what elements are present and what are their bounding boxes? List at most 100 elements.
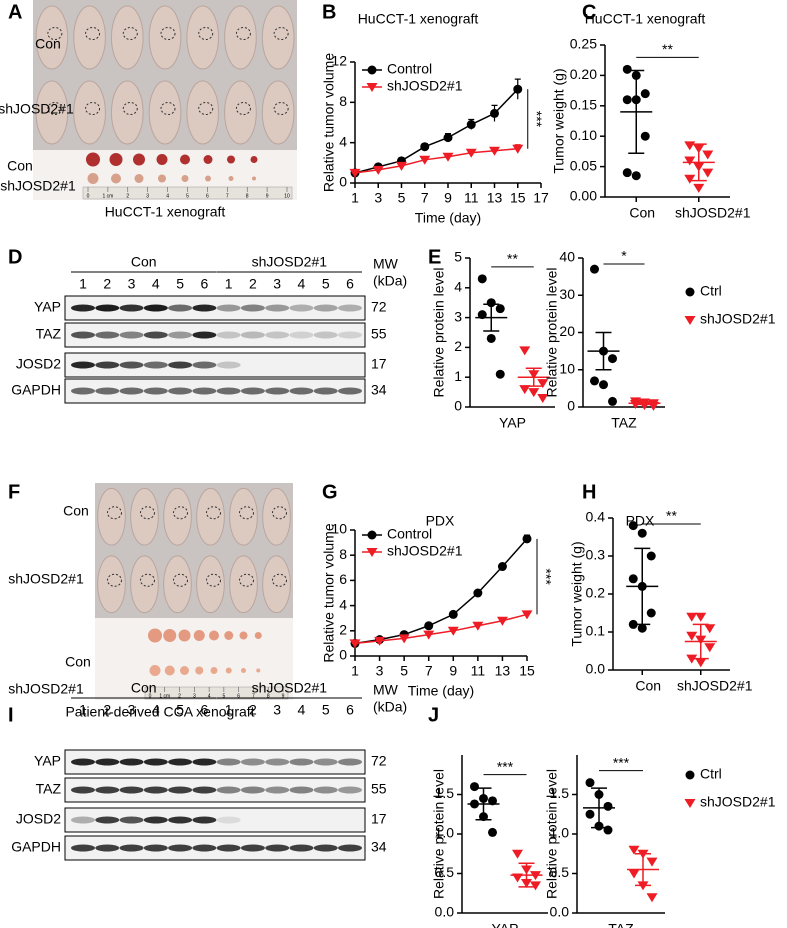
mouse — [35, 5, 69, 70]
row-label: shJOSD2#1 — [8, 681, 84, 697]
data-point — [704, 643, 716, 653]
y-tick-label: 2 — [454, 338, 462, 354]
ruler-label: 2 — [126, 193, 129, 199]
blot-band — [192, 304, 217, 312]
ruler-label: 6 — [237, 693, 240, 699]
data-point — [646, 893, 658, 903]
mouse — [224, 5, 257, 70]
lane-label: 2 — [103, 276, 111, 292]
blot-band — [289, 844, 314, 852]
y-tick-label: 0.1 — [586, 623, 606, 639]
data-point — [420, 142, 430, 152]
y-axis-label: Relative tumor volume — [321, 523, 337, 662]
row-label: TAZ — [36, 781, 62, 797]
mouse — [262, 487, 291, 546]
x-tick-label: 3 — [374, 190, 382, 206]
y-tick-label: 0 — [339, 647, 347, 663]
data-point — [495, 304, 505, 314]
lane-label: 3 — [273, 276, 281, 292]
tumor — [180, 666, 189, 675]
data-point — [646, 551, 656, 561]
mouse — [35, 80, 69, 145]
y-tick-label: 0 — [339, 174, 347, 190]
y-tick-label: 0.00 — [570, 188, 597, 204]
legend-marker — [685, 287, 695, 297]
mouse — [163, 555, 192, 614]
mw-label: 72 — [371, 299, 387, 315]
mw-label: 34 — [371, 382, 387, 398]
tumor-outline — [206, 506, 221, 520]
y-tick-label: 1.5 — [435, 785, 455, 801]
ruler-label: 7 — [226, 193, 229, 199]
tumor — [158, 174, 166, 183]
tumor — [254, 632, 262, 639]
blot-band — [192, 786, 217, 794]
blot-band — [313, 304, 338, 312]
x-axis-label: YAP — [499, 415, 526, 431]
data-point — [603, 825, 613, 835]
y-tick-label: 1.0 — [550, 825, 570, 841]
x-tick-label: 11 — [471, 663, 486, 679]
blot-band — [313, 844, 338, 852]
blot-band — [119, 844, 144, 852]
data-point — [599, 380, 608, 390]
x-tick-label: 1 — [351, 663, 359, 679]
data-point — [637, 623, 647, 633]
tumor-outline — [198, 27, 214, 40]
lane-label: 2 — [103, 702, 111, 718]
row-label: shJOSD2#1 — [0, 101, 74, 117]
y-tick-label: 2 — [339, 622, 347, 638]
legend-label: shJOSD2#1 — [387, 78, 463, 94]
legend-marker — [685, 770, 695, 780]
tumor — [250, 156, 258, 163]
blot-band — [192, 844, 217, 852]
significance-label: *** — [529, 111, 545, 128]
ruler-label: 5 — [186, 193, 189, 199]
series-line — [354, 147, 518, 174]
ruler-label: 4 — [166, 193, 169, 199]
data-point — [519, 385, 531, 395]
y-tick-label: 4 — [339, 133, 347, 149]
tumor — [203, 155, 213, 164]
mouse — [262, 555, 291, 614]
blot-band — [216, 758, 241, 766]
error-bar — [690, 143, 707, 182]
panel-label: C — [582, 1, 596, 23]
ruler-label: 8 — [267, 693, 270, 699]
mouse — [229, 487, 258, 546]
lane-label: 6 — [200, 276, 208, 292]
blot-band — [240, 758, 265, 766]
data-point — [488, 796, 497, 806]
data-point — [640, 89, 650, 99]
blot-band — [95, 387, 120, 395]
y-tick-label: 40 — [559, 249, 575, 265]
series-line — [354, 88, 519, 174]
tumor — [148, 628, 162, 643]
data-point — [349, 168, 361, 178]
data-point — [512, 849, 523, 859]
blot-band — [338, 304, 362, 312]
data-point — [640, 131, 650, 141]
tumor — [195, 666, 204, 675]
significance-label: ** — [662, 41, 673, 57]
group-label: shJOSD2#1 — [252, 680, 328, 696]
x-tick-label: 15 — [510, 190, 526, 206]
blot-band — [192, 816, 217, 824]
tumor — [193, 630, 205, 641]
mw-label: 34 — [371, 839, 387, 855]
tumor — [225, 667, 232, 674]
data-point — [686, 631, 698, 641]
blot-band — [119, 786, 144, 794]
data-point — [590, 376, 599, 386]
blot-band — [71, 387, 95, 395]
blot-band — [240, 844, 265, 852]
y-tick-label: 4 — [339, 596, 347, 612]
row-label: Con — [65, 654, 91, 670]
blot-band — [216, 816, 241, 824]
y-tick-label: 4 — [454, 279, 462, 295]
blot-band — [71, 786, 95, 794]
blot-band — [119, 304, 144, 312]
lane-label: 2 — [249, 702, 257, 718]
y-tick-label: 5 — [454, 249, 462, 265]
